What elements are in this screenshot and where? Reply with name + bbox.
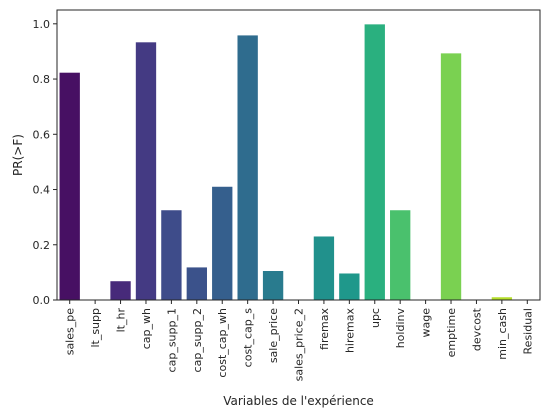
bar-holdinv (390, 210, 411, 300)
bar-cost_cap_wh (212, 186, 233, 300)
x-axis: sales_pe lt_supp lt_hr cap_wh cap_supp_1 cap_… (64, 300, 534, 381)
y-tick-label: 0.2 (33, 239, 51, 252)
y-axis-label: PR(>F) (11, 134, 25, 176)
bar-firemax (313, 236, 335, 300)
x-axis-label: Variables de l'expérience (223, 394, 374, 408)
x-tick-label: cost_cap_s (242, 308, 255, 368)
x-tick-label: wage (420, 308, 433, 338)
x-tick-label: emptime (445, 308, 458, 358)
x-tick-label: holdinv (394, 308, 407, 349)
y-axis: 0.0 0.2 0.4 0.6 0.8 1.0 (33, 18, 57, 307)
x-tick-label: sales_price_2 (293, 308, 306, 381)
x-tick-label: sale_price (267, 308, 280, 363)
x-tick-label: hiremax (343, 308, 356, 354)
plot-frame (56, 9, 541, 301)
bar-upc (364, 24, 385, 301)
bar-lt_hr (110, 281, 131, 300)
x-tick-label: cap_supp_2 (191, 308, 204, 372)
bar-emptime (440, 53, 462, 300)
bar-sales_pe (59, 72, 80, 300)
x-tick-label: Residual (521, 308, 534, 354)
x-tick-label: sales_pe (64, 308, 77, 356)
bar-hiremax (339, 273, 360, 300)
x-tick-label: lt_hr (115, 308, 128, 333)
y-tick-label: 0.4 (33, 184, 51, 197)
bars-group (59, 24, 513, 301)
x-tick-label: lt_supp (89, 308, 102, 348)
y-tick-label: 1.0 (33, 18, 51, 31)
x-tick-label: upc (369, 308, 382, 328)
bar-sale_price (262, 271, 284, 300)
bar-cap_supp_2 (186, 267, 207, 300)
x-tick-label: firemax (318, 308, 331, 350)
x-tick-label: cap_wh (140, 308, 153, 349)
x-tick-label: cap_supp_1 (165, 308, 178, 372)
bar-cost_cap_s (237, 35, 258, 300)
bar-cap_supp_1 (161, 210, 182, 300)
x-tick-label: devcost (470, 307, 483, 351)
x-tick-label: cost_cap_wh (216, 308, 229, 378)
bar-cap_wh (135, 42, 157, 301)
x-tick-label: min_cash (496, 308, 509, 360)
bar-min_cash (491, 297, 513, 300)
y-tick-label: 0.8 (33, 73, 51, 86)
y-tick-label: 0.0 (33, 294, 51, 307)
y-tick-label: 0.6 (33, 128, 51, 141)
